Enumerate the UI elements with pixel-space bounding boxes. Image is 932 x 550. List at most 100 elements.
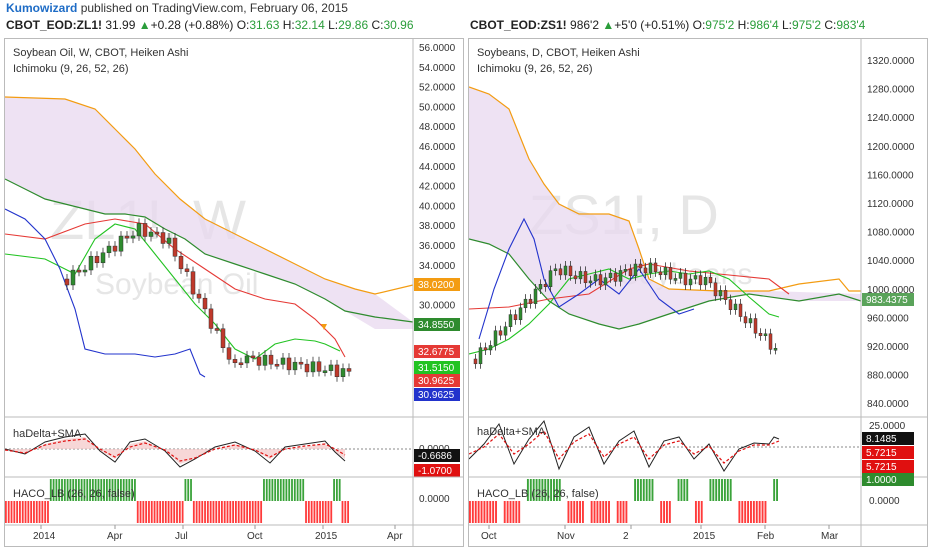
price-tag-bg: [414, 278, 460, 291]
haco-bar: [83, 479, 86, 501]
left-chart-svg[interactable]: ZL1!, W Soybean Oil Soybean Oil, W, CBOT…: [5, 39, 463, 546]
price-tick-label: 42.0000: [419, 182, 456, 193]
right-sma-line: [469, 430, 780, 464]
candle: [728, 299, 733, 311]
haco-bar: [321, 501, 324, 523]
haco-bar: [538, 479, 541, 501]
candle: [678, 272, 683, 279]
price-tick-label: 54.0000: [419, 63, 456, 74]
candle: [608, 272, 613, 278]
haco-bar: [302, 479, 305, 501]
left-low: 29.86: [338, 18, 369, 32]
haco-bar: [347, 501, 349, 523]
haco-bar: [483, 501, 486, 523]
haco-bar: [21, 501, 24, 523]
haco-bar: [686, 479, 689, 501]
haco-bar: [243, 501, 246, 523]
candle: [184, 268, 190, 272]
left-osc1-tags: -0.6686 -1.0700: [414, 449, 460, 477]
haco-bar: [715, 479, 718, 501]
candle: [334, 364, 340, 377]
right-time-axis[interactable]: Oct Nov 2 2015 Feb Mar: [481, 525, 839, 542]
price-tag-label: 5.7215: [866, 448, 897, 459]
haco-bar: [246, 501, 249, 523]
right-chart-panel[interactable]: ZS1!, D Soybeans Soybeans, D, CBOT, Heik…: [468, 38, 928, 547]
haco-bar: [167, 501, 170, 523]
candle: [623, 269, 628, 272]
haco-bar: [642, 479, 645, 501]
price-tag-bg: [414, 345, 460, 358]
candle: [473, 358, 478, 365]
haco-bar: [282, 479, 285, 501]
candle: [598, 274, 603, 286]
haco-bar: [645, 479, 648, 501]
left-sma-line: [5, 438, 346, 462]
candle: [713, 282, 718, 297]
left-symbol[interactable]: CBOT_EOD:ZL1!: [6, 18, 102, 32]
left-osc2-title[interactable]: HACO_LB (26, 26, false): [13, 488, 135, 500]
right-chart-svg[interactable]: ZS1!, D Soybeans Soybeans, D, CBOT, Heik…: [469, 39, 927, 546]
time-tick-label: 2015: [315, 531, 338, 542]
haco-bar: [131, 479, 134, 501]
candle: [346, 368, 352, 372]
candle: [663, 267, 668, 276]
left-chart-panel[interactable]: ZL1!, W Soybean Oil Soybean Oil, W, CBOT…: [4, 38, 464, 547]
right-osc1-title[interactable]: haDelta+SMA: [477, 426, 546, 438]
haco-bar: [44, 501, 47, 523]
haco-bar: [469, 501, 471, 523]
haco-bar: [663, 501, 666, 523]
haco-bar: [260, 501, 263, 523]
haco-bar: [593, 501, 596, 523]
candle: [208, 308, 214, 329]
haco-bar: [229, 501, 232, 523]
candle: [548, 270, 553, 288]
time-tick-label: Oct: [247, 531, 263, 542]
right-osc2-title[interactable]: HACO_LB (26, 26, false): [477, 488, 599, 500]
candle: [543, 284, 548, 288]
haco-bar: [495, 501, 497, 523]
candle: [130, 235, 136, 239]
candle: [718, 290, 723, 297]
haco-bar: [648, 479, 651, 501]
candle: [613, 272, 618, 282]
time-tick-label: Jul: [175, 531, 188, 542]
price-tag-label: -0.6686: [418, 451, 452, 462]
price-tick-label: 1040.0000: [867, 256, 915, 267]
price-tag-label: 1.0000: [866, 475, 897, 486]
haco-bar: [700, 501, 703, 523]
haco-bar: [97, 479, 100, 501]
time-tick-label: 2015: [693, 531, 716, 542]
haco-bar: [164, 501, 167, 523]
candle: [558, 268, 563, 276]
up-arrow-icon: ▲: [602, 18, 615, 32]
left-osc1-title[interactable]: haDelta+SMA: [13, 428, 82, 440]
haco-bar: [666, 501, 668, 523]
candle: [658, 271, 663, 276]
right-osc2-axis-label: 0.0000: [869, 496, 900, 507]
left-time-axis[interactable]: 2014 Apr Jul Oct 2015 Apr: [33, 525, 403, 542]
time-tick-label: Oct: [481, 531, 497, 542]
candle: [106, 245, 112, 254]
left-senkou-b-line: [5, 96, 414, 295]
right-senkou-a-line: [469, 238, 862, 330]
price-tag-bg: [414, 449, 460, 462]
author-link[interactable]: Kumowizard: [6, 1, 78, 15]
haco-bar: [330, 501, 333, 523]
left-hadelta-line: [5, 433, 346, 468]
right-symbol[interactable]: CBOT_EOD:ZS1!: [470, 18, 567, 32]
haco-bar: [223, 501, 226, 523]
right-indicator-label[interactable]: Ichimoku (9, 26, 52, 26): [477, 63, 593, 75]
haco-bar: [726, 479, 729, 501]
haco-bar: [173, 501, 176, 523]
haco-bar: [535, 479, 538, 501]
price-tag-bg: [862, 460, 914, 473]
left-indicator-label[interactable]: Ichimoku (9, 26, 52, 26): [13, 63, 129, 75]
right-price-axis[interactable]: 1320.0000 1280.0000 1240.0000 1200.0000 1160…: [867, 56, 915, 410]
price-tag-label: 5.7215: [866, 462, 897, 473]
candle: [533, 288, 538, 304]
candle: [633, 263, 638, 277]
price-tick-label: 1160.0000: [867, 170, 914, 181]
price-tag-label: 30.9625: [418, 376, 455, 387]
candle: [748, 318, 753, 324]
haco-bar: [10, 501, 13, 523]
